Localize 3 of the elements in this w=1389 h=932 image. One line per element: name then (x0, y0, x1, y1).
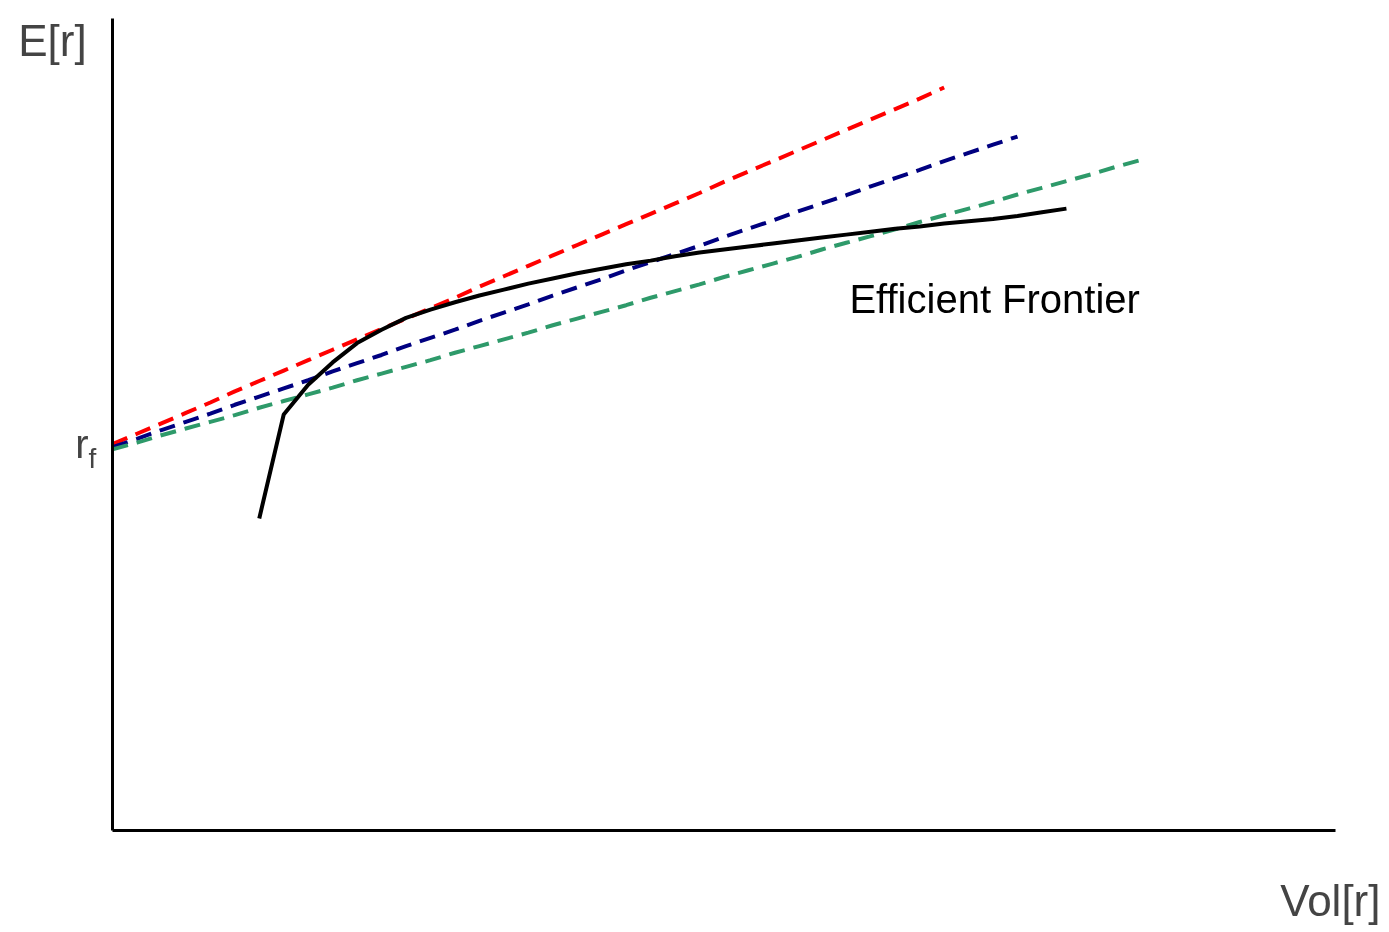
x-axis-title: Vol[r] (1280, 876, 1381, 925)
y-axis-title: E[r] (18, 16, 87, 65)
series-label: Efficient Frontier (849, 276, 1140, 321)
